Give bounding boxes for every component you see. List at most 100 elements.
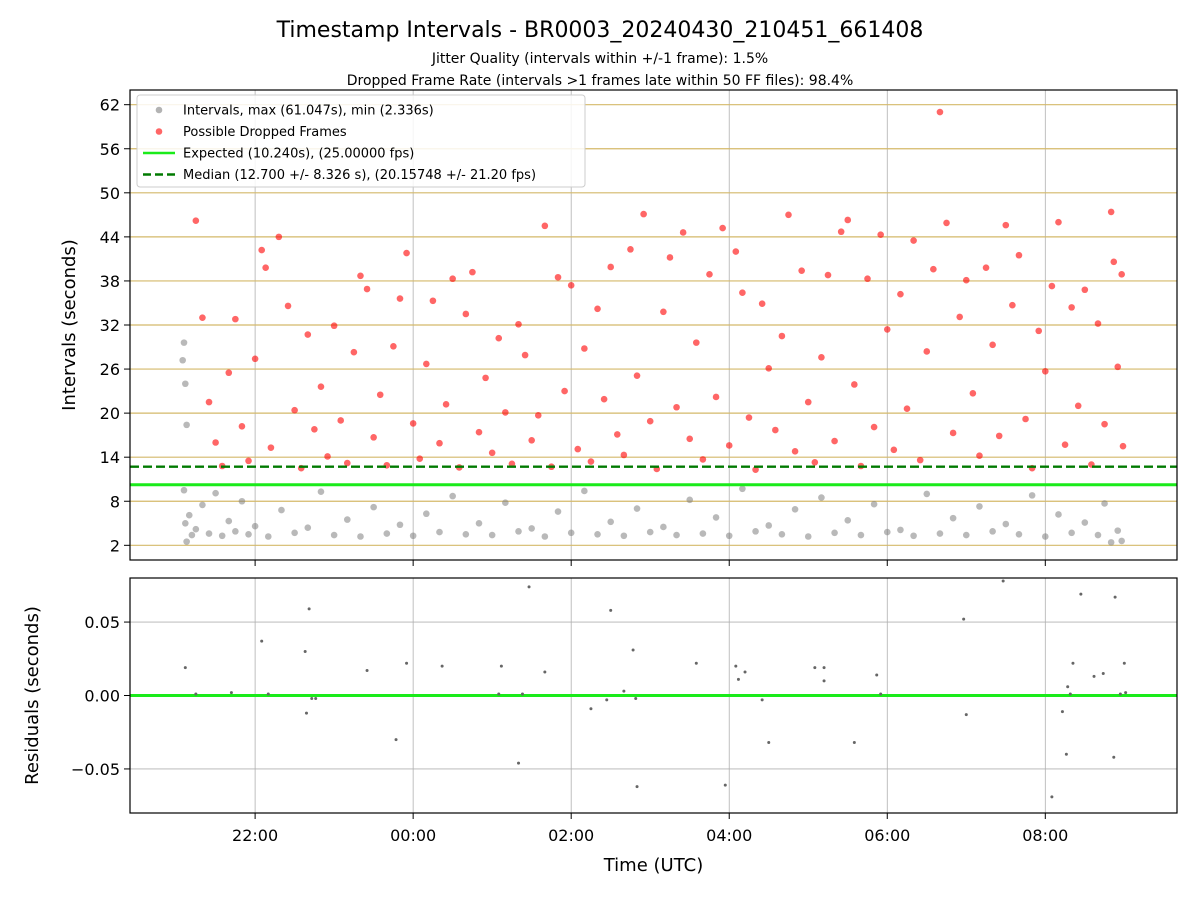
interval-point [910,532,917,540]
dropped-frame-point [409,420,417,427]
dropped-frame-point [1114,363,1122,371]
dropped-frame-point [232,315,239,323]
dropped-frame-point [607,263,614,271]
interval-point [515,528,522,535]
legend-box [136,94,586,188]
dropped-frame-point [949,429,957,437]
interval-point [1042,533,1049,540]
dropped-frame-point [344,459,351,467]
residual-point [1092,674,1096,678]
dropped-frame-point [666,254,674,261]
dropped-frame-point [791,448,799,455]
dropped-frame-point [324,453,331,460]
dropped-frame-point [1055,218,1062,226]
dropped-frame-point [245,457,252,465]
residual-point [1050,795,1054,799]
interval-point [923,490,931,498]
residual-point [875,673,879,677]
dropped-frame-point [890,446,898,454]
interval-point [330,531,338,539]
residual-point [1001,579,1005,583]
dropped-frame-point [469,268,476,276]
residual-point [1066,685,1070,689]
dropped-frame-point [587,458,595,465]
interval-point [1114,527,1122,534]
dropped-frame-point [620,451,628,459]
dropped-frame-point [429,297,437,305]
dropped-frame-point [357,272,364,280]
dropped-frame-point [1022,415,1029,423]
residual-point [183,666,187,670]
legend-label: Expected (10.240s), (25.00000 fps) [183,147,414,162]
dropped-frame-point [192,217,200,225]
residuals-plot-frame [129,577,1178,814]
dropped-frame-point [673,403,680,411]
interval-point [712,514,720,521]
dropped-frame-point [712,393,720,401]
residual-point [589,707,593,711]
dropped-frame-point [936,108,944,116]
chart-subtitle-jitter: Jitter Quality (intervals within +/-1 fr… [431,51,768,67]
dropped-frame-point [989,341,996,349]
legend-marker [155,106,163,114]
dropped-frame-point [1048,282,1056,290]
chart-title: Timestamp Intervals - BR0003_20240430_21… [276,18,924,43]
interval-point [304,524,312,531]
dropped-frame-point [778,332,786,340]
dropped-frame-point [1061,441,1069,449]
y-tick-label: 0.05 [84,613,120,632]
dropped-frame-point [923,348,931,355]
dropped-frame-point [600,395,608,403]
interval-point [183,421,190,429]
dropped-frame-point [877,231,884,238]
dropped-frame-point [1035,327,1043,335]
residual-point [852,741,856,744]
dropped-frame-point [370,434,377,441]
dropped-frame-point [910,237,917,244]
interval-point [423,510,430,518]
dropped-frame-point [883,326,891,333]
interval-point [185,511,193,519]
dropped-frame-point [225,369,233,377]
dropped-frame-point [739,289,746,296]
residual-point [1071,661,1075,665]
dropped-frame-point [350,348,358,356]
residual-point [964,713,968,717]
dropped-frame-point [982,264,990,272]
residual-point [822,679,826,683]
residual-point [694,661,698,665]
dropped-frame-point [574,445,582,453]
dropped-frame-point [732,248,740,255]
interval-point [1107,539,1115,546]
interval-point [646,528,654,536]
interval-point [818,494,825,501]
x-tick-label: 02:00 [548,826,594,845]
interval-point [370,503,377,511]
dropped-frame-point [363,285,371,293]
dropped-frame-point [765,365,773,372]
interval-point [396,521,404,529]
dropped-frame-point [804,398,812,406]
y-tick-label: 32 [100,316,120,335]
dropped-frame-point [1094,320,1102,327]
dropped-frame-point [475,428,483,436]
dropped-frame-point [798,267,805,274]
residual-point [517,761,521,765]
dropped-frame-point [930,265,937,273]
dropped-frame-point [837,228,845,236]
dropped-frame-point [251,355,259,363]
interval-point [607,518,614,526]
interval-point [844,517,852,524]
dropped-frame-point [976,452,983,460]
dropped-frame-point [1081,286,1089,294]
interval-point [462,530,470,538]
dropped-frame-point [646,417,654,425]
interval-point [344,516,351,523]
interval-point [870,500,878,508]
interval-point [232,528,239,535]
dropped-frame-point [403,249,410,257]
residual-point [605,698,609,702]
residual-point [1118,692,1122,696]
interval-point [1081,519,1089,526]
dropped-frame-point [1119,442,1127,450]
